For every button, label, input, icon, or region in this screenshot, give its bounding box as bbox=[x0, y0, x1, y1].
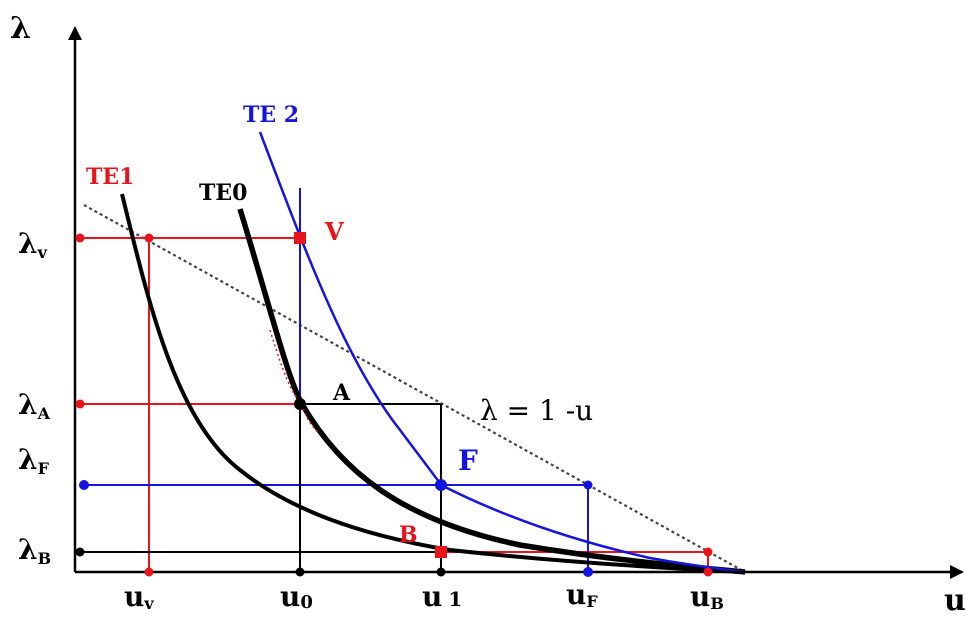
dot-u-f bbox=[583, 567, 593, 577]
y-tick-lambda-a-sub: A bbox=[37, 404, 51, 423]
curve-te2 bbox=[258, 131, 746, 574]
x-axis-label: u bbox=[944, 583, 966, 617]
dot-lambda-b bbox=[75, 547, 85, 557]
x-tick-u-b: uB bbox=[690, 580, 724, 613]
curve-label-te0: TE0 bbox=[199, 180, 247, 206]
point-label-f: F bbox=[458, 444, 478, 477]
point-label-a: A bbox=[332, 380, 351, 406]
dot-u-b bbox=[703, 567, 713, 577]
y-tick-lambda-v-sub: v bbox=[37, 243, 48, 262]
x-tick-u-f: uF bbox=[566, 578, 598, 611]
y-tick-lambda-v-main: λ bbox=[18, 227, 38, 260]
point-b-marker bbox=[435, 546, 447, 558]
dot-u-0 bbox=[295, 567, 305, 577]
dot-u-b-top bbox=[703, 547, 713, 557]
line-lambda-1-minus-u bbox=[83, 204, 746, 573]
point-a-marker bbox=[294, 398, 306, 410]
x-tick-u-0-sub: 0 bbox=[300, 592, 313, 613]
point-label-v: V bbox=[324, 217, 344, 246]
y-axis-label: λ bbox=[10, 11, 31, 46]
y-tick-lambda-v: λv bbox=[18, 227, 48, 262]
dot-lambda-f bbox=[79, 480, 89, 490]
x-tick-u-1-main: u bbox=[422, 580, 442, 613]
x-tick-u-1-sub: 1 bbox=[448, 587, 462, 611]
dot-u-v bbox=[144, 567, 154, 577]
curve-te0 bbox=[237, 208, 746, 575]
x-tick-u-f-main: u bbox=[566, 578, 586, 611]
y-tick-lambda-f: λF bbox=[18, 443, 50, 478]
y-tick-lambda-f-main: λ bbox=[18, 443, 38, 476]
dot-lambda-v bbox=[75, 233, 85, 243]
curve-te1 bbox=[120, 193, 746, 574]
x-tick-u-v-sub: v bbox=[143, 594, 154, 613]
point-label-b: B bbox=[399, 522, 418, 548]
x-tick-u-0-main: u bbox=[280, 580, 300, 613]
x-tick-u-v: uv bbox=[124, 580, 154, 613]
x-tick-u-f-sub: F bbox=[586, 592, 598, 611]
point-f-marker bbox=[435, 479, 447, 491]
x-tick-u-b-sub: B bbox=[710, 594, 724, 613]
y-tick-lambda-a-main: λ bbox=[18, 388, 38, 421]
point-v-marker bbox=[294, 232, 306, 244]
dot-lambda-v-uv bbox=[144, 233, 154, 243]
x-tick-u-v-main: u bbox=[124, 580, 144, 613]
y-tick-lambda-b: λB bbox=[18, 533, 51, 568]
y-tick-lambda-f-sub: F bbox=[38, 459, 50, 478]
markers bbox=[75, 232, 713, 577]
x-tick-u-0: u0 bbox=[280, 580, 313, 613]
y-tick-lambda-b-sub: B bbox=[38, 549, 52, 568]
black-guides bbox=[80, 403, 442, 572]
y-tick-lambda-a: λA bbox=[18, 388, 51, 423]
dot-u-1 bbox=[436, 567, 446, 577]
x-tick-u-b-main: u bbox=[690, 580, 710, 613]
dot-uf-top bbox=[583, 480, 593, 490]
line-equation-label: λ = 1 -u bbox=[480, 394, 593, 427]
curve-label-te2: TE 2 bbox=[243, 102, 299, 128]
curve-label-te1: TE1 bbox=[86, 164, 134, 190]
y-tick-labels: λv λA λF λB bbox=[18, 227, 51, 568]
dot-lambda-a bbox=[75, 399, 85, 409]
y-tick-lambda-b-main: λ bbox=[18, 533, 38, 566]
